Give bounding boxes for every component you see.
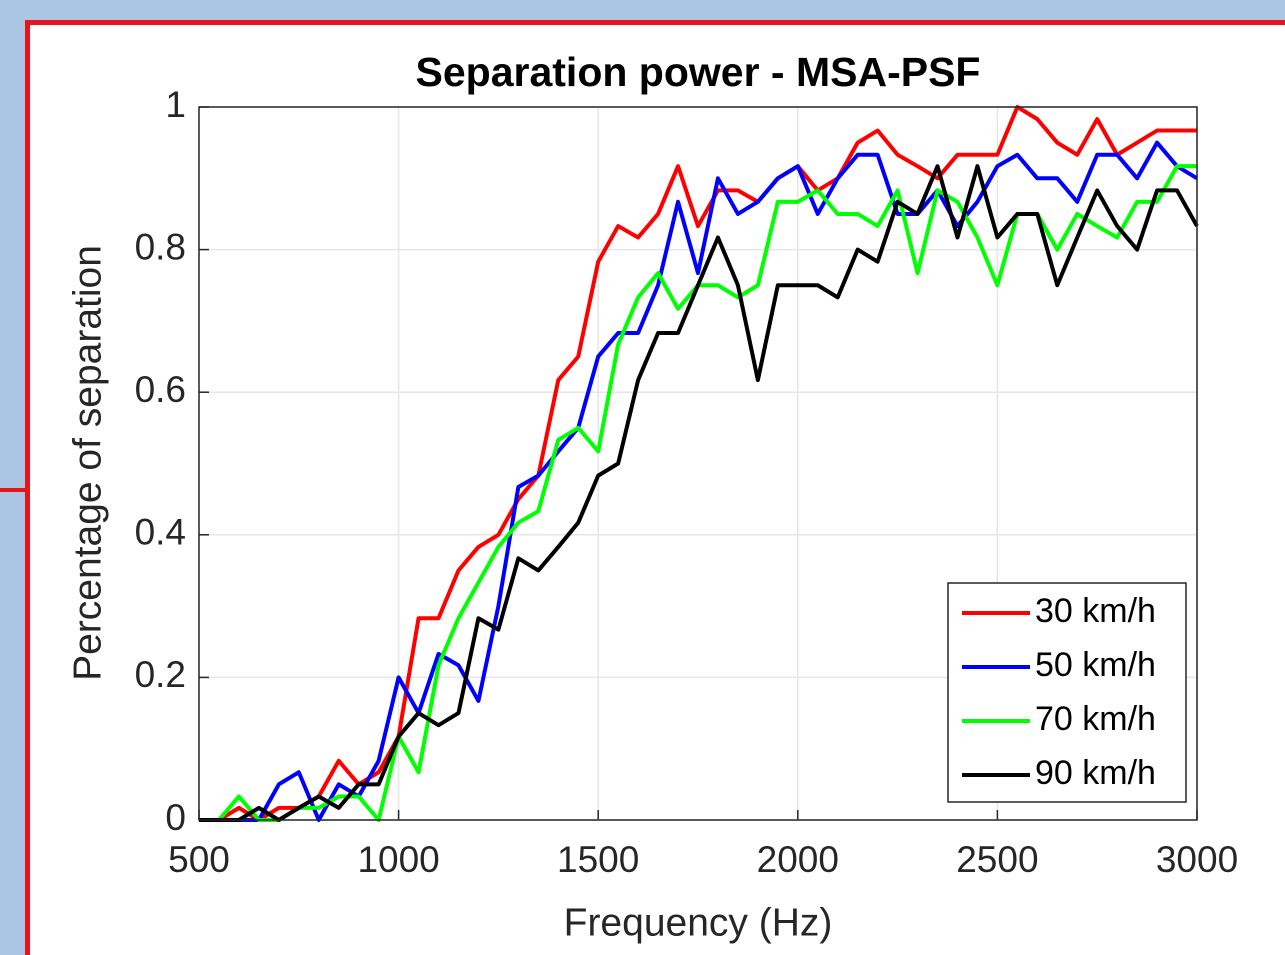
- y-tick-label: 1: [165, 84, 186, 125]
- legend: [947, 582, 1187, 803]
- y-tick-label: 0.8: [135, 226, 186, 267]
- connector: [0, 488, 27, 492]
- axes-box: [198, 106, 1198, 821]
- y-axis-label: Percentage of separation: [66, 245, 109, 681]
- x-axis-label: Frequency (Hz): [564, 901, 833, 944]
- x-tick-label: 500: [168, 839, 230, 880]
- x-tick-label: 2500: [956, 839, 1038, 880]
- legend-label: 50 km/h: [1035, 646, 1156, 684]
- y-tick-label: 0.4: [135, 512, 186, 553]
- x-tick-label: 3000: [1156, 839, 1238, 880]
- y-tick-label: 0.6: [135, 369, 186, 410]
- series-line: [199, 105, 1197, 822]
- legend-label: 90 km/h: [1035, 754, 1156, 792]
- x-tick-label: 1000: [357, 839, 439, 880]
- x-tick-label: 1500: [557, 839, 639, 880]
- series-line: [199, 164, 1199, 822]
- legend-label: 70 km/h: [1035, 700, 1156, 738]
- legend-label: 30 km/h: [1035, 592, 1156, 630]
- x-tick-label: 2000: [757, 839, 839, 880]
- y-tick-label: 0: [165, 797, 186, 838]
- chart-title: Separation power - MSA-PSF: [416, 49, 981, 95]
- y-tick-label: 0.2: [135, 654, 186, 695]
